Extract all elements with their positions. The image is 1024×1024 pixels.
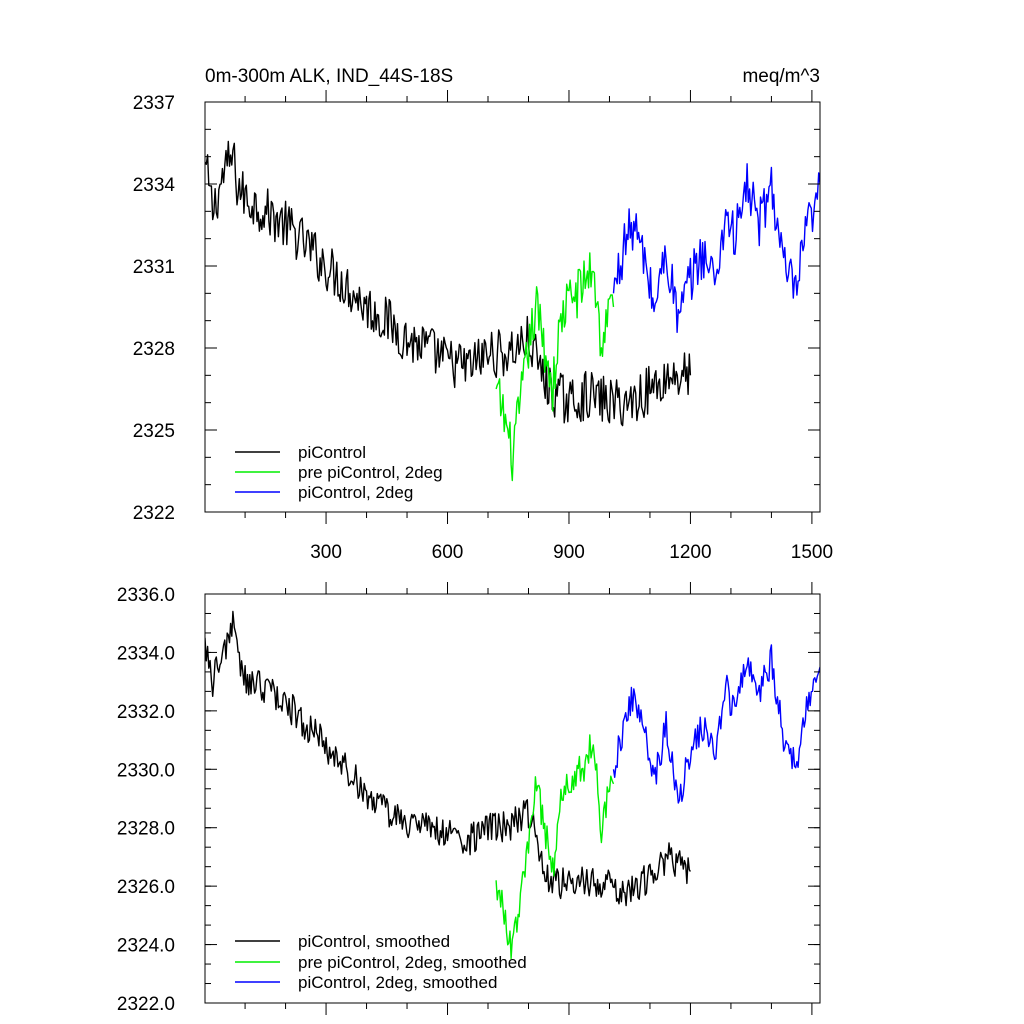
top-y-tick-label: 2322 [133, 503, 175, 524]
bottom-legend-label-2: piControl, 2deg, smoothed [298, 973, 497, 992]
top-x-tick-label: 600 [432, 542, 464, 563]
top-plot-frame [204, 101, 821, 513]
bottom-legend-label-0: piControl, smoothed [298, 932, 450, 951]
top-series-picontrol-2deg [612, 163, 820, 333]
top-x-tick-label: 900 [553, 542, 585, 563]
bottom-y-tick-label: 2326.0 [117, 877, 175, 898]
bottom-legend: piControl, smoothed pre piControl, 2deg,… [235, 932, 527, 992]
bottom-chart: 2322.0 2324.0 2326.0 2328.0 2330.0 2332.0 2334… [117, 582, 821, 1015]
top-chart: 2322 2325 2328 2331 2334 2337 300 600 900 1200 150… [133, 90, 833, 563]
top-y-tick-label: 2334 [133, 175, 176, 196]
bottom-legend-label-1: pre piControl, 2deg, smoothed [298, 953, 527, 972]
top-chart-units: meq/m^3 [742, 66, 820, 87]
bottom-y-tick-label: 2334.0 [117, 643, 175, 664]
top-legend-label-2: piControl, 2deg [298, 483, 413, 502]
top-y-tick-label: 2337 [133, 93, 175, 114]
bottom-plot-frame [204, 593, 821, 1004]
plots: 2322 2325 2328 2331 2334 2337 300 600 900 1200 150… [117, 90, 833, 1015]
bottom-y-tick-label: 2330.0 [117, 760, 175, 781]
top-legend: piControl pre piControl, 2deg piControl,… [235, 443, 443, 502]
top-legend-label-0: piControl [298, 443, 366, 462]
top-x-tick-label: 1500 [791, 542, 833, 563]
bottom-series-pre-picontrol-2deg-smoothed [495, 734, 615, 960]
top-y-tick-label: 2331 [133, 257, 175, 278]
bottom-series-picontrol-smoothed [205, 610, 691, 907]
bottom-series-picontrol-2deg-smoothed [612, 644, 820, 804]
bottom-y-tick-label: 2328.0 [117, 819, 175, 840]
top-x-tick-label: 1200 [669, 542, 711, 563]
bottom-y-tick-label: 2332.0 [117, 702, 175, 723]
top-series-picontrol [205, 140, 692, 427]
top-x-tick-label: 300 [310, 542, 342, 563]
top-y-tick-label: 2328 [133, 339, 175, 360]
bottom-y-tick-label: 2324.0 [117, 936, 175, 957]
top-legend-label-1: pre piControl, 2deg [298, 463, 443, 482]
top-series-pre-picontrol-2deg [495, 252, 615, 482]
top-chart-title: 0m-300m ALK, IND_44S-18S [205, 66, 453, 87]
top-y-tick-label: 2325 [133, 421, 175, 442]
bottom-y-tick-label: 2322.0 [117, 994, 175, 1015]
bottom-y-tick-label: 2336.0 [117, 585, 175, 606]
